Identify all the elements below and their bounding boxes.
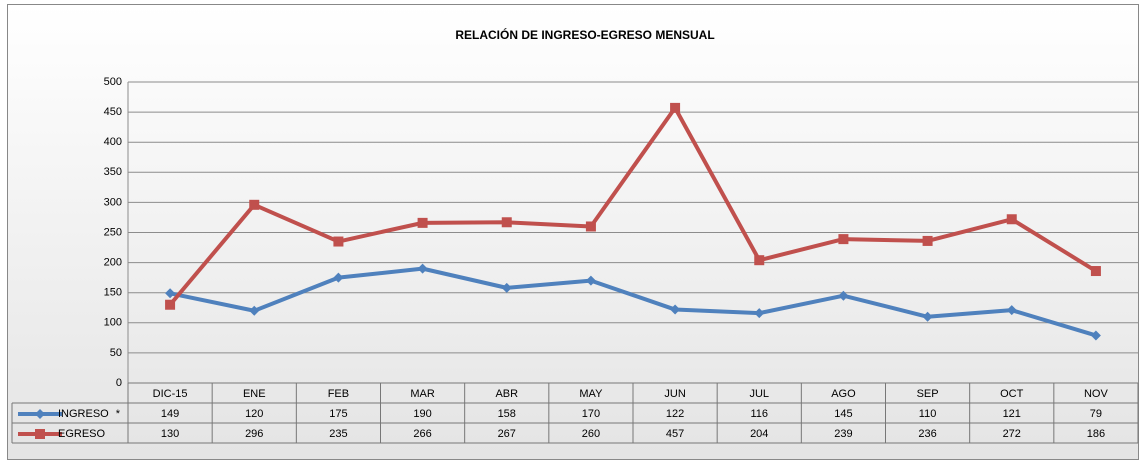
series-line xyxy=(168,105,1097,307)
point-marker xyxy=(670,304,681,315)
x-tick-label: ENE xyxy=(243,388,266,400)
point-marker xyxy=(1006,214,1017,225)
y-tick-label: 400 xyxy=(104,136,122,148)
point-marker xyxy=(501,282,512,293)
point-marker xyxy=(1090,330,1101,341)
table-value: 235 xyxy=(329,428,347,440)
legend-marker xyxy=(35,429,45,439)
x-tick-label: ABR xyxy=(495,388,518,400)
y-tick-label: 100 xyxy=(104,317,122,329)
point-marker xyxy=(333,272,344,283)
y-tick-label: 150 xyxy=(104,287,122,299)
y-tick-label: 350 xyxy=(104,166,122,178)
table-value: 110 xyxy=(919,408,937,420)
table-value: 121 xyxy=(1003,408,1021,420)
legend-label: EGRESO xyxy=(58,428,106,440)
y-tick-label: 0 xyxy=(116,377,122,389)
point-marker xyxy=(165,299,176,310)
y-tick-label: 250 xyxy=(104,226,122,238)
table-value: 186 xyxy=(1087,428,1105,440)
point-marker xyxy=(165,288,176,299)
table-value: 158 xyxy=(498,408,516,420)
table-value: 170 xyxy=(582,408,600,420)
table-value: 116 xyxy=(750,408,768,420)
x-tick-label: OCT xyxy=(1000,388,1024,400)
table-value: 260 xyxy=(582,428,600,440)
x-tick-label: NOV xyxy=(1084,388,1109,400)
y-tick-label: 450 xyxy=(104,106,122,118)
x-tick-label: MAR xyxy=(410,388,435,400)
point-marker xyxy=(249,199,260,210)
legend-label: INGRESO xyxy=(58,408,109,420)
table-value: 236 xyxy=(918,428,936,440)
x-tick-label: DIC-15 xyxy=(153,388,188,400)
table-value: 457 xyxy=(666,428,684,440)
series-line xyxy=(169,266,1097,338)
point-marker xyxy=(501,217,512,228)
point-marker xyxy=(417,217,428,228)
point-marker xyxy=(838,234,849,245)
legend-annotation: * xyxy=(116,408,121,420)
x-tick-label: FEB xyxy=(328,388,349,400)
legend-marker xyxy=(35,409,45,419)
point-marker xyxy=(922,235,933,246)
point-marker xyxy=(1090,266,1101,277)
y-tick-label: 300 xyxy=(104,196,122,208)
point-marker xyxy=(922,311,933,322)
chart-title: RELACIÓN DE INGRESO-EGRESO MENSUAL xyxy=(455,27,714,42)
table-value: 272 xyxy=(1003,428,1021,440)
y-tick-label: 500 xyxy=(104,76,122,88)
table-value: 204 xyxy=(750,428,768,440)
point-marker xyxy=(1006,305,1017,316)
table-value: 122 xyxy=(666,408,684,420)
y-tick-label: 200 xyxy=(104,257,122,269)
point-marker xyxy=(249,305,260,316)
table-value: 79 xyxy=(1090,408,1102,420)
y-tick-label: 50 xyxy=(110,347,122,359)
table-value: 239 xyxy=(834,428,852,440)
x-tick-label: MAY xyxy=(579,388,603,400)
table-value: 145 xyxy=(834,408,852,420)
x-tick-label: SEP xyxy=(917,388,939,400)
table-value: 149 xyxy=(161,408,179,420)
point-marker xyxy=(838,290,849,301)
x-tick-label: JUN xyxy=(664,388,685,400)
table-value: 175 xyxy=(329,408,347,420)
x-tick-label: JUL xyxy=(749,388,769,400)
table-value: 267 xyxy=(498,428,516,440)
point-marker xyxy=(585,275,596,286)
point-marker xyxy=(585,221,596,232)
x-tick-label: AGO xyxy=(831,388,856,400)
point-marker xyxy=(754,255,765,266)
point-marker xyxy=(417,263,428,274)
point-marker xyxy=(670,102,681,113)
table-value: 266 xyxy=(413,428,431,440)
table-value: 190 xyxy=(413,408,431,420)
table-value: 296 xyxy=(245,428,263,440)
point-marker xyxy=(754,308,765,319)
point-marker xyxy=(333,236,344,247)
table-value: 120 xyxy=(245,408,263,420)
table-value: 130 xyxy=(161,428,179,440)
